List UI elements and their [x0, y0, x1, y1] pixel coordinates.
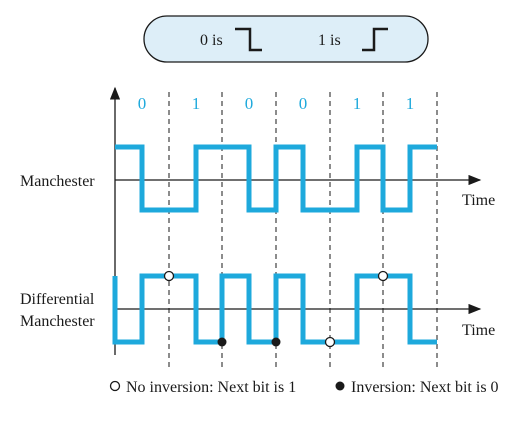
differential-time-label: Time	[462, 322, 495, 339]
manchester-waveform	[115, 144, 437, 213]
bit-label: 1	[406, 94, 415, 113]
differential-label-line1: Differential	[20, 291, 95, 308]
bit-boundaries	[168, 92, 438, 368]
no-inversion-marker	[163, 270, 175, 282]
one-is-label: 1 is	[318, 32, 341, 49]
manchester-signal: Manchester Time	[20, 144, 495, 213]
manchester-time-label: Time	[462, 192, 495, 209]
inversion-marker	[217, 337, 227, 347]
zero-symbol-icon	[235, 27, 262, 52]
top-legend: 0 is 1 is	[143, 15, 429, 63]
no-inversion-legend-text: No inversion: Next bit is 1	[126, 379, 296, 396]
bit-label: 0	[138, 94, 147, 113]
bit-label: 1	[192, 94, 201, 113]
bit-labels: 0 1 0 0 1 1	[138, 94, 415, 113]
differential-waveform	[112, 273, 437, 345]
manchester-label: Manchester	[20, 173, 95, 190]
bit-label: 0	[299, 94, 308, 113]
filled-circle-icon	[335, 381, 345, 391]
differential-signal: Differential Manchester Time	[20, 270, 495, 348]
bottom-legend: No inversion: Next bit is 1 Inversion: N…	[109, 379, 499, 396]
open-circle-icon	[109, 380, 121, 392]
no-inversion-marker	[377, 270, 389, 282]
inversion-marker	[271, 337, 281, 347]
bit-label: 0	[245, 94, 254, 113]
top-legend-box	[143, 15, 429, 63]
zero-is-label: 0 is	[200, 32, 223, 49]
bit-label: 1	[353, 94, 362, 113]
no-inversion-marker	[324, 336, 336, 348]
one-symbol-icon	[362, 27, 388, 52]
inversion-legend-text: Inversion: Next bit is 0	[351, 379, 499, 396]
differential-label-line2: Manchester	[20, 313, 95, 330]
